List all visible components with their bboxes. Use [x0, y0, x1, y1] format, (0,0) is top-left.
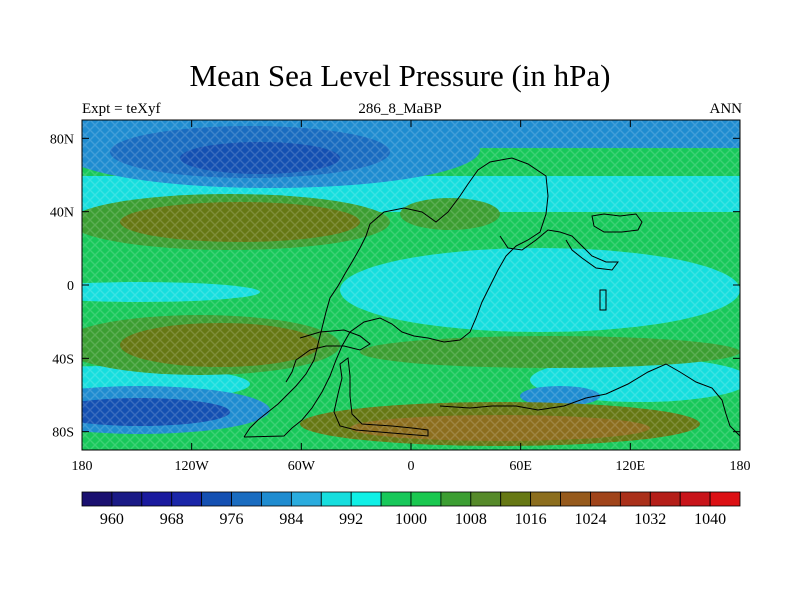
colorbar-swatch [350, 491, 382, 507]
colorbar-label: 1000 [395, 511, 427, 528]
colorbar-swatch [619, 491, 651, 507]
plot-title: Mean Sea Level Pressure (in hPa) [189, 58, 611, 93]
x-tick-label: 180 [72, 459, 93, 474]
colorbar-swatch [500, 491, 532, 507]
coastline-small-island [599, 289, 607, 311]
colorbar-swatch [649, 491, 681, 507]
colorbar-swatch [470, 491, 502, 507]
colorbar-label: 992 [339, 511, 363, 528]
colorbar-label: 1032 [634, 511, 666, 528]
colorbar: 960 968 976 984 992 1000 1008 1016 1024 1032 1040 [81, 491, 741, 528]
y-tick-label: 80N [50, 132, 74, 147]
period-label: 286_8_MaBP [358, 101, 442, 117]
y-tick-label: 0 [67, 279, 74, 294]
colorbar-swatch [171, 491, 203, 507]
colorbar-swatch [111, 491, 143, 507]
colorbar-swatch [590, 491, 621, 507]
x-tick-label: 60E [509, 459, 532, 474]
y-tick-label: 40N [50, 206, 74, 221]
colorbar-label: 968 [160, 511, 184, 528]
colorbar-swatch [320, 491, 352, 507]
map-plot-area [82, 120, 740, 450]
latitude-axis: 80N 40N 0 40S 80S [50, 132, 740, 441]
x-tick-label: 60W [288, 459, 316, 474]
colorbar-label: 1024 [574, 511, 606, 528]
coastline-main-continent [243, 157, 549, 438]
colorbar-label: 960 [100, 511, 124, 528]
colorbar-swatch [380, 491, 412, 507]
y-tick-label: 40S [52, 352, 74, 367]
colorbar-swatch [679, 491, 711, 507]
colorbar-label: 984 [279, 511, 303, 528]
colorbar-swatch [261, 491, 292, 507]
x-tick-label: 120W [175, 459, 210, 474]
coastlines [243, 157, 740, 438]
colorbar-label: 1016 [515, 511, 547, 528]
experiment-label: Expt = teXyf [82, 101, 161, 117]
x-tick-label: 180 [730, 459, 751, 474]
longitude-axis: 180 120W 60W 0 60E 120E 180 [72, 120, 751, 474]
coastline-inner-sea [285, 329, 371, 383]
colorbar-swatch [81, 491, 113, 507]
colorbar-swatch [290, 491, 322, 507]
coastline-east-landmass [591, 213, 643, 233]
contour-hatching [82, 120, 740, 450]
coastline-antarctic [439, 363, 740, 437]
colorbar-swatch [560, 491, 591, 507]
colorbar-swatch [141, 491, 173, 507]
x-tick-label: 120E [616, 459, 646, 474]
y-tick-label: 80S [52, 426, 74, 441]
x-tick-label: 0 [408, 459, 415, 474]
colorbar-label: 1008 [455, 511, 487, 528]
colorbar-swatch [440, 491, 472, 507]
colorbar-swatch [201, 491, 232, 507]
colorbar-swatch [410, 491, 442, 507]
coastline-east-peninsula [499, 229, 619, 271]
colorbar-swatch [231, 491, 262, 507]
season-label: ANN [709, 101, 743, 117]
colorbar-label: 976 [220, 511, 244, 528]
colorbar-swatch [709, 491, 741, 507]
coastline-southern-arm [333, 357, 429, 437]
colorbar-label: 1040 [694, 511, 726, 528]
colorbar-swatch [530, 491, 561, 507]
